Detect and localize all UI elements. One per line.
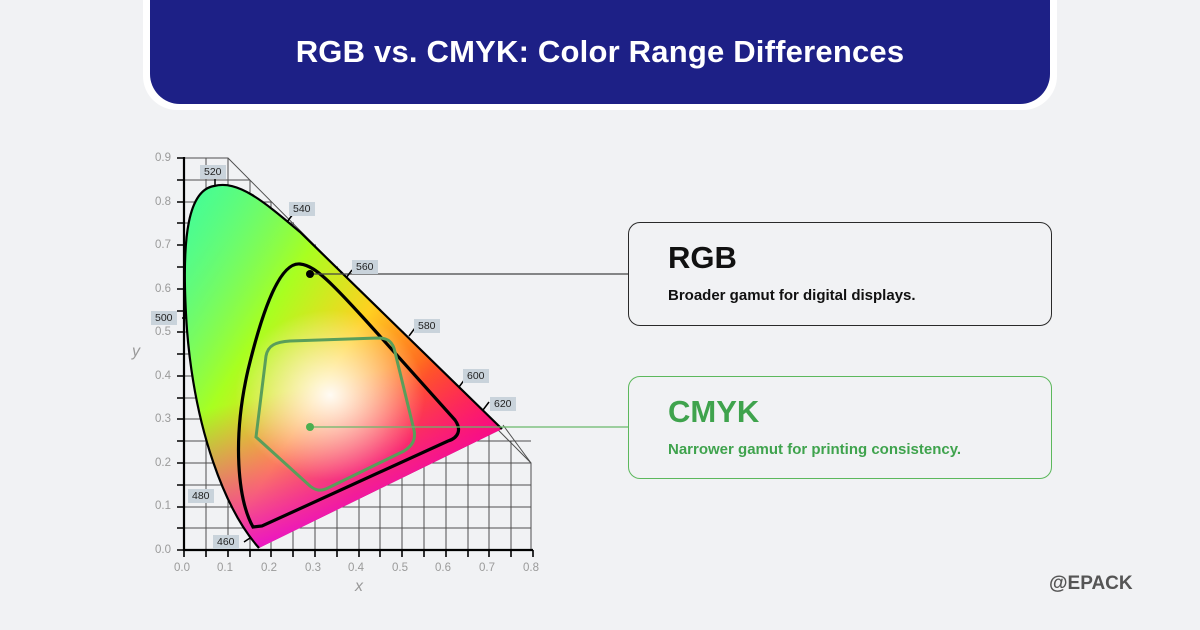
y-tick: 0.8 — [155, 196, 171, 208]
x-tick: 0.2 — [261, 562, 277, 574]
wavelength-label: 620 — [490, 397, 516, 411]
y-tick: 0.3 — [155, 413, 171, 425]
wavelength-label: 560 — [352, 260, 378, 274]
y-tick: 0.2 — [155, 457, 171, 469]
x-axis-title: x — [355, 578, 363, 595]
y-tick: 0.4 — [155, 370, 171, 382]
axis-ticks — [177, 157, 534, 557]
y-tick: 0.5 — [155, 326, 171, 338]
brand-handle: @EPACK — [1049, 573, 1133, 594]
y-tick: 0.0 — [155, 544, 171, 556]
x-tick: 0.3 — [305, 562, 321, 574]
cmyk-card: CMYK Narrower gamut for printing consist… — [628, 376, 1052, 479]
rgb-white-point — [306, 270, 314, 278]
wavelength-label: 580 — [414, 319, 440, 333]
x-tick: 0.5 — [392, 562, 408, 574]
x-tick: 0.0 — [174, 562, 190, 574]
wavelength-label: 480 — [188, 489, 214, 503]
x-tick: 0.1 — [217, 562, 233, 574]
x-tick: 0.8 — [523, 562, 539, 574]
cmyk-gamut-outline — [254, 336, 416, 492]
y-axis-title: y — [132, 343, 140, 360]
cmyk-description: Narrower gamut for printing consistency. — [668, 441, 962, 458]
wavelength-label: 540 — [289, 202, 315, 216]
rgb-gamut-outline — [236, 262, 461, 529]
wavelength-label: 500 — [151, 311, 177, 325]
x-tick: 0.7 — [479, 562, 495, 574]
rgb-description: Broader gamut for digital displays. — [668, 287, 916, 304]
y-tick: 0.9 — [155, 152, 171, 164]
rgb-title: RGB — [668, 240, 737, 275]
title-banner: RGB vs. CMYK: Color Range Differences — [150, 0, 1050, 104]
y-tick: 0.7 — [155, 239, 171, 251]
y-tick: 0.6 — [155, 283, 171, 295]
cmyk-title: CMYK — [668, 394, 760, 429]
y-tick: 0.1 — [155, 500, 171, 512]
page-title: RGB vs. CMYK: Color Range Differences — [295, 34, 905, 69]
x-tick: 0.6 — [435, 562, 451, 574]
wavelength-label: 520 — [200, 165, 226, 179]
rgb-card: RGB Broader gamut for digital displays. — [628, 222, 1052, 326]
wavelength-label: 460 — [213, 535, 239, 549]
spectral-locus-fill — [184, 184, 502, 548]
x-tick: 0.4 — [348, 562, 364, 574]
cmyk-white-point — [306, 423, 314, 431]
spectral-locus — [183, 183, 503, 549]
wavelength-label: 600 — [463, 369, 489, 383]
